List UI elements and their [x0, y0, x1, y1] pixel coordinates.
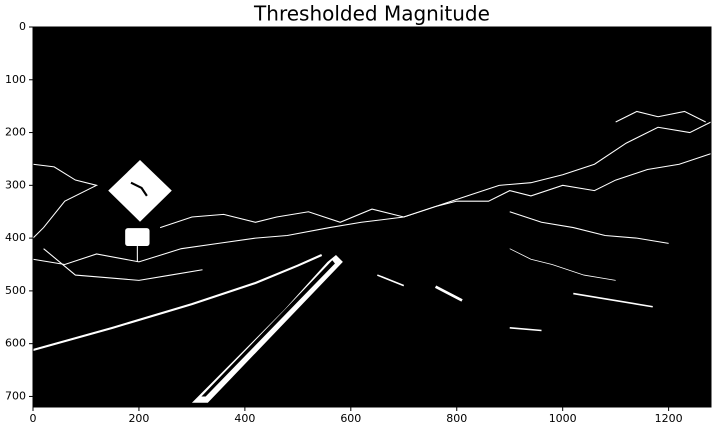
y-tick-label: 600 [5, 337, 26, 350]
edge-noise [43, 248, 203, 281]
x-tick-label: 1000 [549, 412, 577, 425]
lane-line-inner [201, 260, 335, 397]
y-tick-label: 300 [5, 178, 26, 191]
y-tick-label: 100 [5, 73, 26, 86]
edge-noise [159, 153, 712, 229]
edge-noise [615, 110, 706, 123]
sign-symbol [130, 181, 148, 197]
lane-dash [377, 274, 405, 287]
edge-noise [509, 248, 616, 281]
image-background [33, 27, 711, 407]
lane-dash [509, 327, 542, 332]
chart-title: Thresholded Magnitude [253, 2, 490, 26]
lane-dash [573, 292, 653, 308]
y-tick-label: 500 [5, 284, 26, 297]
sign-plate [125, 228, 150, 247]
axes-frame [32, 26, 712, 408]
image-content [32, 110, 712, 403]
x-tick-label: 400 [234, 412, 255, 425]
y-tick-label: 200 [5, 126, 26, 139]
y-tick-label: 400 [5, 231, 26, 244]
x-tick-label: 0 [30, 412, 37, 425]
sign [108, 160, 172, 222]
x-tick-label: 600 [340, 412, 361, 425]
y-tick-label: 700 [5, 389, 26, 402]
x-tick-label: 800 [446, 412, 467, 425]
y-tick-label: 0 [19, 20, 26, 33]
edge-noise [32, 163, 99, 239]
image [32, 26, 712, 408]
x-tick-label: 200 [128, 412, 149, 425]
edge-noise [509, 211, 669, 244]
x-tick-label: 1200 [655, 412, 683, 425]
lane-line [32, 254, 323, 352]
lane-dash [434, 285, 463, 302]
